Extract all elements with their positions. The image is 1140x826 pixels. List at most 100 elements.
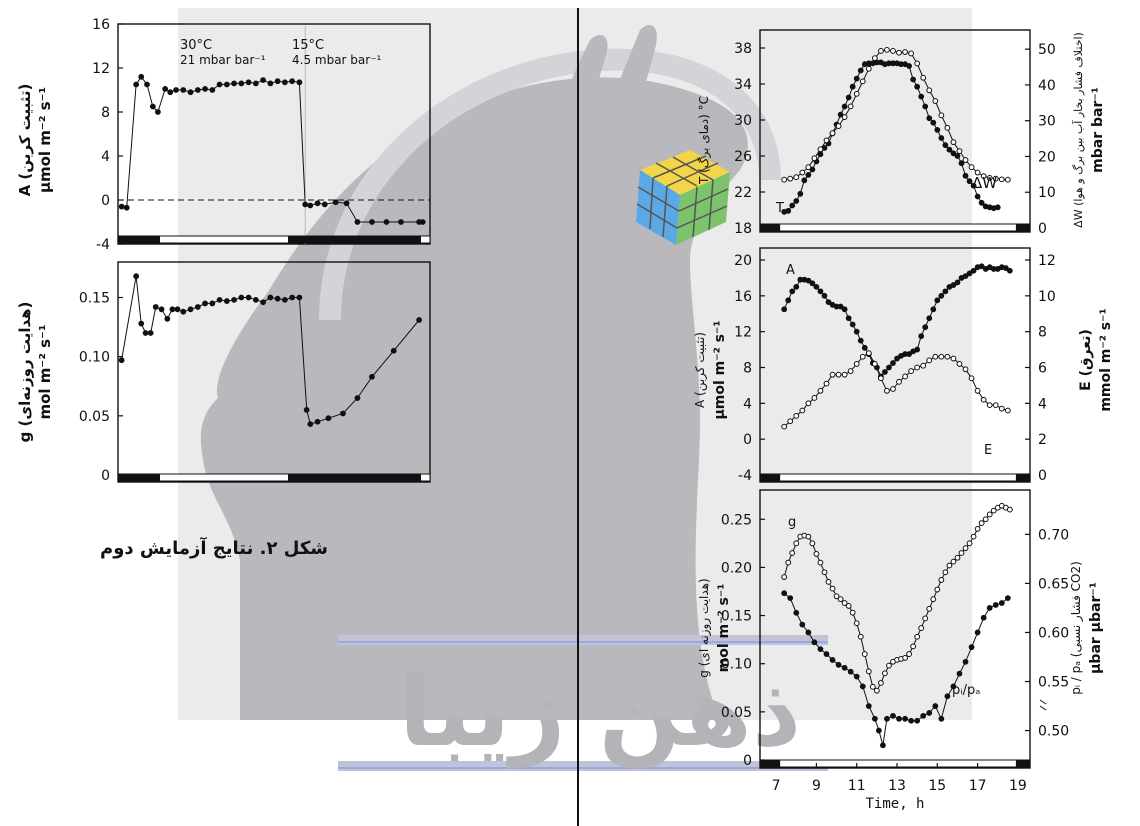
series-g-point xyxy=(986,511,993,518)
series-g-point xyxy=(906,651,913,657)
panel-g-y-tick-label: 0.25 xyxy=(721,512,752,528)
series-E-point xyxy=(890,386,896,392)
panel-g-left-series-point xyxy=(416,317,423,323)
series-A-point xyxy=(962,273,969,280)
panel-g-left-series-point xyxy=(138,320,145,327)
series-pi-pa-point xyxy=(835,661,842,668)
panel-T-ylabel-text: T (دمای برگ) °C xyxy=(697,96,712,185)
panel-A-left-series-point xyxy=(231,80,237,87)
series-g-point xyxy=(829,585,836,592)
label-g: g xyxy=(788,515,796,530)
series-E-point xyxy=(805,400,812,407)
series-pi-pa-point xyxy=(890,712,896,719)
series-E-point xyxy=(980,396,987,403)
panel-g-left-series-point xyxy=(314,418,321,425)
series-g-point xyxy=(990,507,997,514)
panel-T-y-tick-label: 18 xyxy=(734,221,752,237)
series-T-point xyxy=(922,103,929,110)
series-A-point xyxy=(789,288,796,295)
series-dW-point xyxy=(932,98,939,104)
series-E-point xyxy=(865,350,872,357)
series-g-line xyxy=(783,505,1011,692)
panel-g-left-series-point xyxy=(216,296,223,303)
series-dW-point xyxy=(890,48,896,54)
panel-g-left-series-point xyxy=(164,315,171,322)
series-dW-point xyxy=(781,176,788,183)
panel-A-left-series-point xyxy=(180,87,187,93)
series-pi-pa-point xyxy=(962,658,969,665)
series-g-point xyxy=(902,655,908,661)
series-g-point xyxy=(817,559,824,566)
series-g-point xyxy=(845,603,852,609)
time-bar-dark xyxy=(760,760,781,767)
series-E-point xyxy=(902,373,908,380)
series-E-point xyxy=(793,412,800,419)
series-g-point xyxy=(805,533,812,540)
panel-A-left-ylabel-text: A (تثبیت کربن) xyxy=(16,84,34,197)
panel-g-left-ylabel-text: g (هدایت روزنه‌ای) xyxy=(16,302,34,443)
series-A-point xyxy=(942,288,949,295)
panel-g-left-series-point xyxy=(223,298,230,304)
series-g-point xyxy=(950,558,957,565)
series-E-point xyxy=(871,361,878,367)
series-T-point xyxy=(853,75,860,82)
series-pi-pa-point xyxy=(865,703,872,709)
annotation-vpd-4-5: 4.5 mbar bar⁻¹ xyxy=(292,53,382,67)
panel-A-left-series-point xyxy=(144,81,150,88)
series-dW-point xyxy=(811,155,818,162)
watermark-hand-shape xyxy=(503,25,706,376)
series-pi-pa-point xyxy=(932,703,939,709)
panel-g-left-y-tick-label: 0 xyxy=(101,468,110,484)
series-g-point xyxy=(918,625,925,631)
series-T-point xyxy=(994,204,1001,211)
series-T-point xyxy=(914,83,921,90)
series-g-point xyxy=(793,540,800,547)
series-dW-point xyxy=(992,175,999,182)
x-tick-label: 7 xyxy=(772,778,781,794)
series-E-point xyxy=(877,375,884,382)
series-E-point xyxy=(926,357,933,364)
series-A-point xyxy=(890,360,896,366)
series-pi-pa-point xyxy=(811,639,818,646)
panel-dW-ylabel-text: ΔW (اختلاف فشار بخار آب بین برگ و هوا) xyxy=(1071,32,1085,228)
panel-A-left-series-point xyxy=(252,80,259,87)
series-T-point xyxy=(978,199,985,206)
series-pi-pa-point xyxy=(938,715,945,722)
panel-A-left-series-point xyxy=(289,78,296,85)
series-A-point xyxy=(954,279,961,286)
series-dW-point xyxy=(835,123,842,129)
panel-g-left-series-point xyxy=(296,294,303,301)
x-tick-label: 11 xyxy=(848,778,866,794)
series-g-point xyxy=(978,520,985,527)
panel-A-left-series-point xyxy=(332,199,339,206)
panel-A-left-series-point xyxy=(155,109,161,115)
series-dW-point xyxy=(823,137,830,144)
series-pi-pa-point xyxy=(944,693,951,700)
annotation-vpd-21: 21 mbar bar⁻¹ xyxy=(180,53,266,67)
panel-pi-y2-tick-label: 0.70 xyxy=(1038,527,1069,543)
series-g-point xyxy=(886,662,892,669)
series-dW-point xyxy=(841,114,848,121)
panel-g-left-series-point xyxy=(260,299,267,306)
series-A-point xyxy=(793,283,800,290)
panel-A-left-series-point xyxy=(267,80,274,87)
series-T-point xyxy=(793,198,800,204)
series-E-point xyxy=(1004,407,1011,414)
series-E-point xyxy=(938,353,945,360)
x-tick-label: 15 xyxy=(928,778,946,794)
x-axis-label: Time, h xyxy=(865,796,924,812)
series-pi-pa-point xyxy=(805,629,812,636)
series-pi-pa-point xyxy=(841,664,848,671)
series-A-point xyxy=(825,299,832,306)
series-T-point xyxy=(942,142,949,149)
panel-g-y-tick-label: 0.20 xyxy=(721,560,752,576)
series-pi-pa-point xyxy=(968,644,975,651)
panel-g-left-series-point xyxy=(152,304,159,310)
panel-g-y-tick-label: 0.15 xyxy=(721,609,752,625)
panel-E-y2-tick-label: 10 xyxy=(1038,289,1056,305)
series-dW-point xyxy=(950,139,957,146)
panel-T-y-tick-label: 30 xyxy=(734,113,752,129)
time-bar-dark xyxy=(1015,760,1030,767)
panel-g-left-series-point xyxy=(267,294,274,301)
series-pi-pa-point xyxy=(950,683,957,690)
